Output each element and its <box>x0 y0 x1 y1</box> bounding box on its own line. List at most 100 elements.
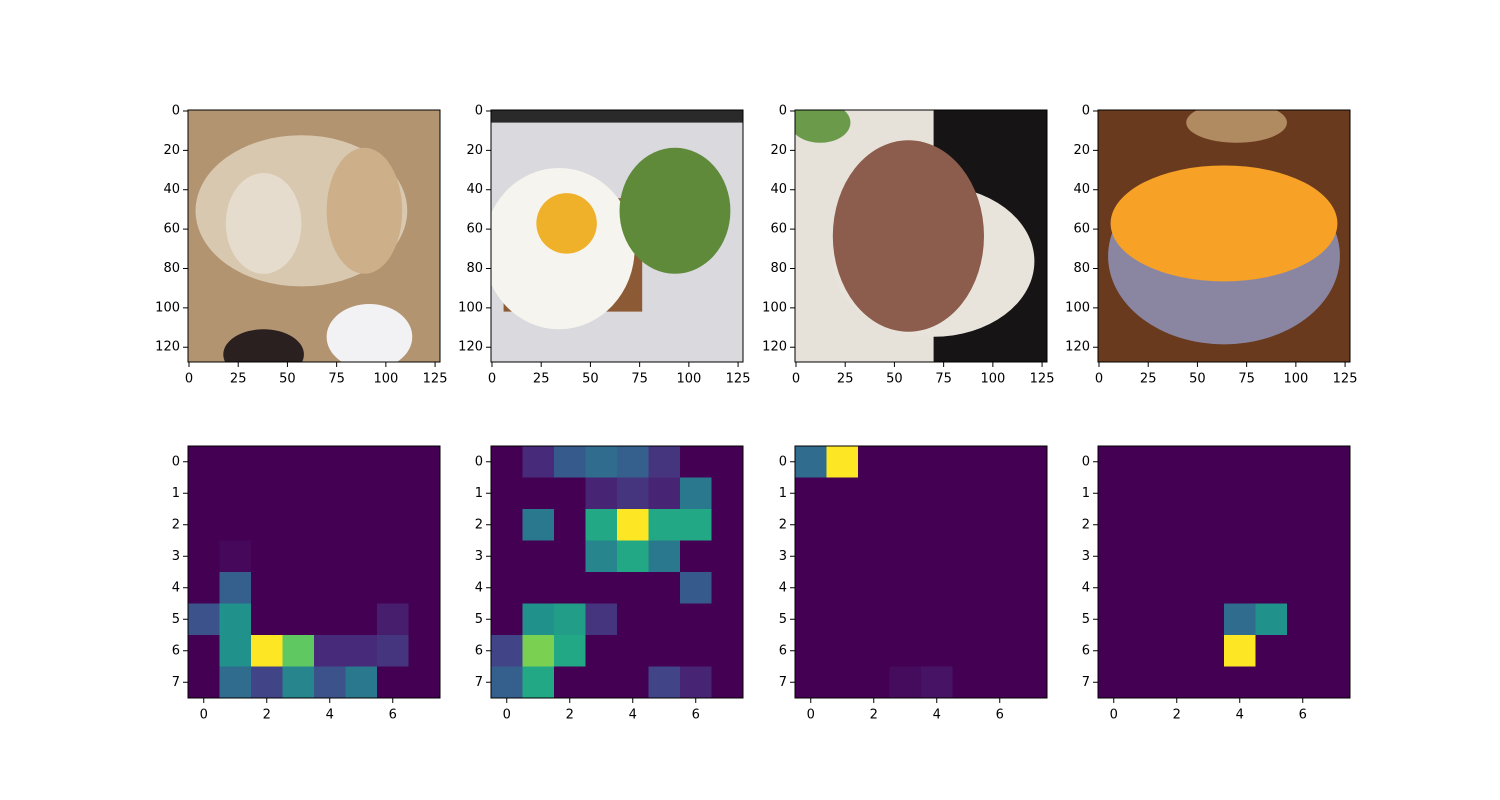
heatmap-cell <box>251 603 283 636</box>
heatmap-cell <box>680 446 712 478</box>
heatmap-cell <box>491 666 523 699</box>
x-tick-label: 125 <box>423 372 448 387</box>
axes-frame <box>1097 445 1351 699</box>
heatmap-cell <box>921 509 953 541</box>
x-tick-label: 125 <box>726 372 751 387</box>
photo <box>795 110 1047 362</box>
heatmap-cell <box>1161 509 1193 541</box>
axes-frame <box>1097 109 1351 363</box>
y-tick-label: 100 <box>155 300 180 315</box>
heatmap-cell <box>188 666 220 699</box>
heatmap-cell <box>795 446 827 478</box>
heatmap-cell <box>921 477 953 510</box>
x-tick-label: 50 <box>886 372 903 387</box>
x-tick-label: 6 <box>1299 708 1307 723</box>
heatmap-cell <box>648 572 681 604</box>
y-tick-label: 3 <box>1082 549 1090 564</box>
axes-frame <box>490 109 744 363</box>
y-tick-label: 4 <box>779 580 787 595</box>
axes-frame <box>794 445 1048 699</box>
heatmap-cell <box>554 540 586 573</box>
heatmap-cell <box>889 603 922 636</box>
heatmap-cell <box>648 666 681 699</box>
heatmap-cell <box>711 446 744 478</box>
heatmap-cell <box>585 635 618 667</box>
heatmap-cell <box>188 603 220 636</box>
heatmap-cell <box>617 509 649 541</box>
y-tick-label: 3 <box>172 549 180 564</box>
heatmap-cell <box>522 509 555 541</box>
heatmap-cell <box>1129 635 1162 667</box>
heatmap-cell <box>188 509 220 541</box>
y-tick-label: 60 <box>163 222 180 237</box>
image-axes: 0 25 50 75 100 125 0 20 40 60 80 100 120 <box>1065 103 1357 387</box>
heatmap-cell <box>585 572 618 604</box>
heatmap-cell <box>952 572 985 604</box>
y-tick-label: 0 <box>172 454 180 469</box>
heatmap-cell <box>826 509 859 541</box>
y-tick-label: 6 <box>172 643 180 658</box>
heatmap-cell <box>889 540 922 573</box>
heatmap-cell <box>952 635 985 667</box>
heatmap-cell <box>1161 477 1193 510</box>
heatmap-cell <box>1129 666 1162 699</box>
x-tick-label: 6 <box>996 708 1004 723</box>
heatmap-cell <box>617 446 649 478</box>
heatmap-cell <box>680 666 712 699</box>
y-tick-label: 80 <box>770 261 787 276</box>
heatmap-cell <box>585 509 618 541</box>
y-tick-label: 2 <box>1082 517 1090 532</box>
heatmap-cell <box>1098 572 1130 604</box>
y-tick-label: 120 <box>458 340 483 355</box>
heatmap-cell <box>1224 603 1256 636</box>
heatmap-cell <box>1015 477 1048 510</box>
heatmap-cell <box>1287 540 1319 573</box>
x-tick-label: 75 <box>328 372 345 387</box>
heatmap-cell <box>1129 603 1162 636</box>
photo-region <box>536 193 597 254</box>
heatmap-cell <box>648 446 681 478</box>
heatmap-cell <box>251 635 283 667</box>
x-tick-label: 0 <box>1110 708 1118 723</box>
heatmap-cell <box>1129 540 1162 573</box>
axes-frame <box>794 109 1048 363</box>
heatmap-cell <box>1192 540 1225 573</box>
x-tick-label: 0 <box>488 372 496 387</box>
heatmap-cell <box>858 477 890 510</box>
axes-frame <box>490 445 744 699</box>
heatmap-cell <box>554 603 586 636</box>
y-tick-label: 0 <box>779 103 787 118</box>
heatmap-cell <box>585 446 618 478</box>
heatmap-cell <box>188 446 220 478</box>
heatmap-cell <box>795 540 827 573</box>
photo <box>491 110 743 362</box>
y-tick-label: 80 <box>163 261 180 276</box>
heatmap-cell <box>1318 635 1351 667</box>
heatmap-cell <box>1015 666 1048 699</box>
y-tick-label: 1 <box>172 486 180 501</box>
heatmap-cell <box>282 509 315 541</box>
heatmap-cell <box>219 603 252 636</box>
heatmap-cell <box>1015 509 1048 541</box>
heatmap-cell <box>314 477 346 510</box>
x-tick-label: 25 <box>837 372 854 387</box>
y-tick-label: 20 <box>466 143 483 158</box>
y-tick-label: 6 <box>1082 643 1090 658</box>
heatmap-cell <box>377 666 409 699</box>
x-tick-label: 25 <box>1140 372 1157 387</box>
heatmap-cell <box>1287 572 1319 604</box>
heatmap-cell <box>282 572 315 604</box>
heatmap-cell <box>984 603 1016 636</box>
heatmap-cell <box>858 446 890 478</box>
heatmap-cell <box>1287 446 1319 478</box>
heatmap-cell <box>408 635 441 667</box>
heatmap-cell <box>251 666 283 699</box>
y-tick-label: 1 <box>779 486 787 501</box>
heatmap-cell <box>345 446 378 478</box>
heatmap-cell <box>952 509 985 541</box>
heatmap-cell <box>408 666 441 699</box>
heatmap-cell <box>889 635 922 667</box>
heatmap-cell <box>952 540 985 573</box>
x-tick-label: 0 <box>792 372 800 387</box>
heatmap-cell <box>617 477 649 510</box>
